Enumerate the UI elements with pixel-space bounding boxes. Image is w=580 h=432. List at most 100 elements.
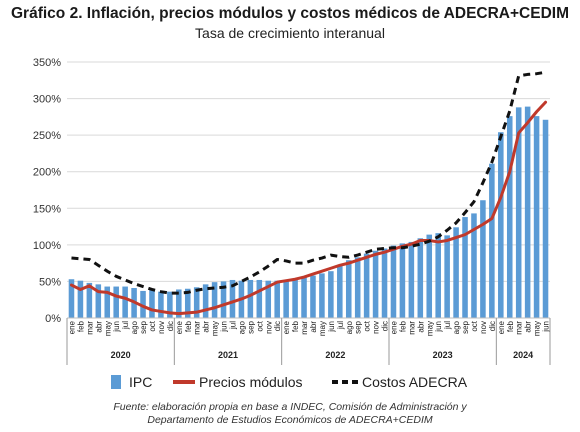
chart-title: Gráfico 2. Inflación, precios módulos y … — [11, 5, 569, 22]
month-tick-label: ene — [282, 320, 291, 334]
month-tick-label: feb — [506, 320, 515, 332]
month-tick-label: jul — [121, 321, 130, 330]
ipc-bar — [399, 243, 406, 318]
ipc-bar — [354, 257, 361, 318]
ipc-bar — [301, 277, 307, 318]
month-tick-label: jul — [228, 321, 237, 330]
ipc-bar — [283, 280, 289, 318]
ipc-bar — [533, 116, 540, 318]
ipc-bar — [408, 241, 415, 318]
y-tick-label: 300% — [33, 94, 61, 106]
month-tick-label: dic — [488, 321, 497, 331]
month-tick-label: sep — [354, 320, 363, 333]
month-tick-label: ago — [452, 320, 461, 334]
ipc-bar — [381, 248, 388, 318]
month-tick-label: ago — [130, 320, 139, 334]
month-tick-label: jun — [327, 321, 336, 333]
month-tick-label: dic — [381, 321, 390, 331]
month-tick-label: jun — [112, 321, 121, 333]
month-tick-label: feb — [184, 320, 193, 332]
ipc-bar — [319, 273, 325, 318]
month-tick-label: mar — [193, 321, 202, 335]
ipc-bar — [122, 286, 128, 318]
month-tick-label: may — [211, 321, 220, 336]
ipc-bar — [498, 132, 504, 318]
ipc-bar — [345, 260, 352, 318]
ipc-bar — [471, 213, 477, 318]
ipc-bar — [337, 266, 343, 318]
ipc-bar — [542, 119, 549, 318]
month-tick-label: mar — [300, 321, 309, 335]
year-label: 2020 — [111, 350, 131, 360]
ipc-bar — [77, 280, 84, 318]
month-tick-label: jun — [542, 321, 551, 333]
ipc-bar — [417, 238, 424, 318]
year-label: 2021 — [218, 350, 238, 360]
month-tick-label: may — [425, 321, 434, 336]
ipc-bar — [372, 250, 379, 318]
ipc-bar — [86, 282, 93, 318]
ipc-bar — [193, 287, 200, 318]
source-line-1: Fuente: elaboración propia en base a IND… — [113, 401, 467, 413]
y-tick-label: 150% — [33, 203, 61, 215]
legend-label-costos: Costos ADECRA — [362, 374, 468, 390]
month-tick-label: oct — [363, 320, 372, 331]
month-tick-label: ene — [67, 320, 76, 334]
month-tick-label: mar — [85, 321, 94, 335]
legend-label-ipc: IPC — [129, 374, 152, 390]
month-tick-label: nov — [157, 321, 166, 334]
source-line-2: Departamento de Estudios Económicos de A… — [147, 414, 433, 426]
legend-label-precios: Precios módulos — [199, 374, 303, 390]
month-tick-label: abr — [524, 321, 533, 333]
month-tick-label: oct — [148, 320, 157, 331]
costos-adecra-line — [71, 70, 546, 295]
ipc-bar — [435, 233, 441, 318]
ipc-bar — [140, 290, 146, 318]
ipc-bar — [184, 288, 191, 318]
chart-subtitle: Tasa de crecimiento interanual — [195, 25, 385, 41]
ipc-bar — [363, 253, 370, 318]
month-tick-label: sep — [461, 320, 470, 333]
year-label: 2022 — [325, 350, 345, 360]
ipc-bar — [444, 235, 450, 318]
month-tick-label: jul — [443, 321, 452, 330]
ipc-bar — [113, 286, 119, 318]
month-tick-label: abr — [309, 321, 318, 333]
ipc-bar — [390, 245, 397, 318]
ipc-bar — [292, 279, 298, 318]
month-tick-label: jul — [336, 321, 345, 330]
ipc-bar — [211, 282, 218, 318]
month-tick-label: jun — [434, 321, 443, 333]
ipc-bar — [453, 227, 459, 318]
ipc-bar — [158, 291, 164, 318]
ipc-bar — [247, 279, 254, 318]
y-tick-label: 250% — [33, 130, 61, 142]
y-tick-label: 0% — [45, 313, 61, 325]
ipc-bar — [489, 163, 495, 318]
month-tick-label: abr — [202, 321, 211, 333]
ipc-bar — [265, 280, 272, 318]
month-tick-label: may — [533, 321, 542, 336]
ipc-bar — [515, 107, 522, 318]
month-tick-label: dic — [273, 321, 282, 331]
month-tick-label: ago — [345, 320, 354, 334]
inflation-chart: 0%50%100%150%200%250%300%350%ene feb mar ab… — [33, 57, 551, 390]
month-tick-label: nov — [264, 321, 273, 334]
ipc-bar — [104, 286, 111, 318]
y-tick-label: 100% — [33, 240, 61, 252]
month-tick-label: ene — [389, 320, 398, 334]
ipc-bar — [506, 116, 513, 318]
month-tick-label: nov — [479, 321, 488, 334]
ipc-bar — [202, 284, 209, 318]
ipc-bar — [149, 290, 155, 318]
ipc-bar — [256, 279, 263, 318]
y-tick-label: 50% — [39, 276, 61, 288]
ipc-bar — [426, 234, 433, 318]
year-label: 2023 — [433, 350, 453, 360]
ipc-bar — [462, 217, 468, 318]
month-tick-label: nov — [372, 321, 381, 334]
ipc-bar — [95, 284, 102, 318]
year-label: 2024 — [513, 350, 533, 360]
month-tick-label: ene — [497, 320, 506, 334]
month-tick-label: feb — [398, 320, 407, 332]
